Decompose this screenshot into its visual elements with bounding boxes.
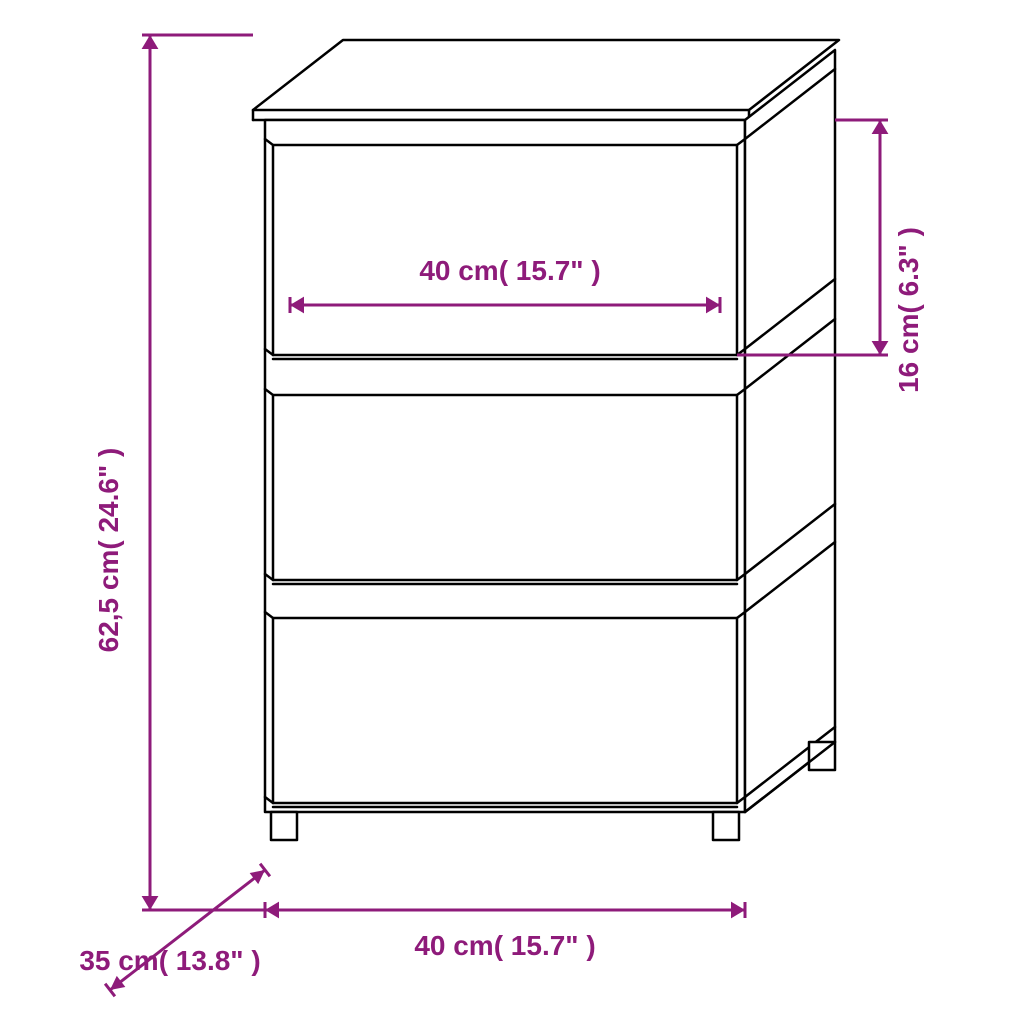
drawer-3 (273, 618, 737, 803)
drawer-2 (273, 395, 737, 580)
dim-drawer-height-label: 16 cm( 6.3" ) (893, 227, 924, 393)
dim-width-label: 40 cm( 15.7" ) (414, 930, 595, 961)
cabinet-drawing (253, 40, 839, 840)
dim-depth-label: 35 cm( 13.8" ) (79, 945, 260, 976)
dim-drawer-width-label: 40 cm( 15.7" ) (419, 255, 600, 286)
dim-height-label: 62,5 cm( 24.6" ) (93, 448, 124, 653)
drawer-1 (273, 145, 737, 355)
